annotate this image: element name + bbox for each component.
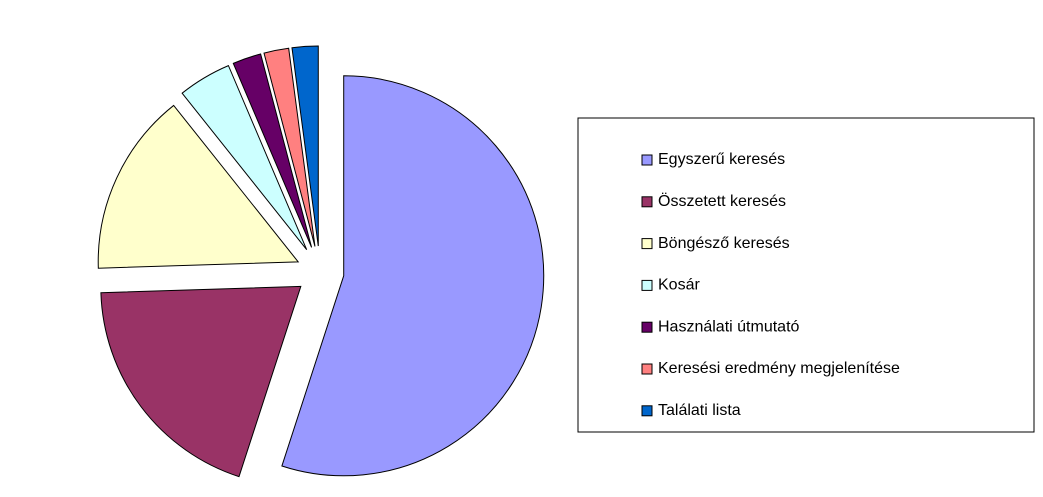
legend-swatch: [641, 196, 653, 208]
pie-slice: [291, 45, 319, 247]
legend-label: Böngésző keresés: [658, 235, 790, 252]
legend-swatch: [641, 279, 653, 291]
legend-swatch: [641, 321, 653, 333]
pie-slice: [232, 53, 313, 248]
legend-label: Összetett keresés: [658, 192, 786, 210]
legend-label: Találati lista: [658, 402, 741, 419]
legend-box: [577, 117, 1035, 433]
pie-slice: [181, 64, 308, 250]
legend-label: Használati útmutató: [658, 318, 800, 335]
legend-swatch: [641, 238, 653, 250]
pie-slice: [97, 104, 300, 269]
legend-label: Kosár: [658, 277, 700, 294]
legend-swatch: [641, 154, 653, 166]
legend-swatch: [641, 363, 653, 375]
legend-label: Keresési eredmény megjelenítése: [658, 360, 900, 377]
legend-swatch: [641, 405, 653, 417]
pie-slice: [100, 285, 302, 478]
pie-slice: [281, 75, 545, 477]
pie-slice: [263, 47, 316, 247]
legend-label: Egyszerű keresés: [658, 151, 785, 168]
